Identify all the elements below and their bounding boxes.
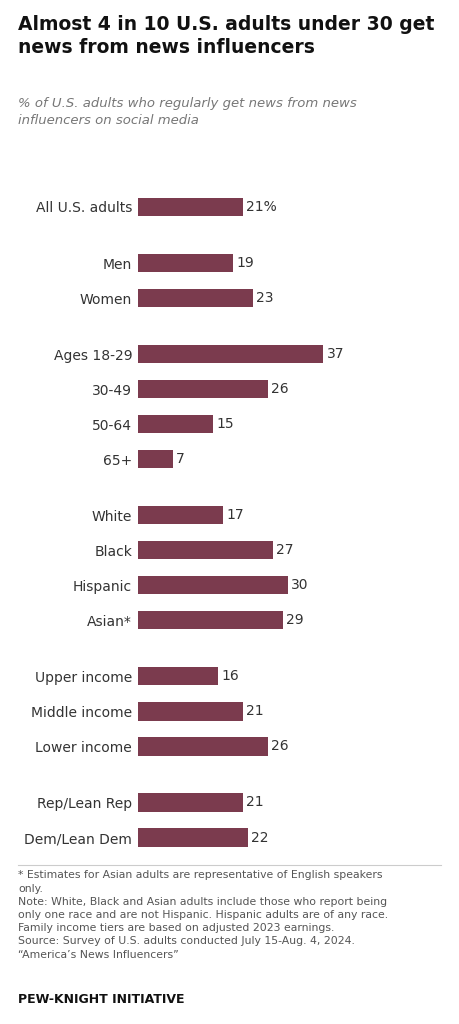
Text: Almost 4 in 10 U.S. adults under 30 get
news from news influencers: Almost 4 in 10 U.S. adults under 30 get … [18, 15, 435, 57]
Text: 7: 7 [176, 453, 185, 466]
Bar [138, 198, 243, 216]
Text: 23: 23 [257, 291, 274, 305]
Text: PEW-KNIGHT INITIATIVE: PEW-KNIGHT INITIATIVE [18, 992, 185, 1006]
Bar [138, 415, 213, 433]
Text: 29: 29 [286, 613, 304, 628]
Bar [138, 380, 268, 398]
Bar [138, 794, 243, 812]
Text: 19: 19 [236, 256, 254, 270]
Bar [138, 254, 233, 272]
Text: 21: 21 [246, 705, 264, 719]
Text: 27: 27 [276, 544, 294, 557]
Text: 26: 26 [271, 382, 289, 396]
Text: 26: 26 [271, 739, 289, 754]
Bar [138, 451, 173, 468]
Bar [138, 668, 218, 685]
Text: 21%: 21% [246, 200, 277, 214]
Text: 37: 37 [326, 347, 344, 361]
Text: * Estimates for Asian adults are representative of English speakers
only.
Note: : * Estimates for Asian adults are represe… [18, 870, 388, 959]
Bar [138, 828, 248, 847]
Text: % of U.S. adults who regularly get news from news
influencers on social media: % of U.S. adults who regularly get news … [18, 97, 357, 127]
Bar [138, 541, 273, 559]
Text: 21: 21 [246, 796, 264, 810]
Bar [138, 289, 253, 307]
Text: 15: 15 [216, 417, 234, 431]
Text: 22: 22 [252, 830, 269, 845]
Text: 30: 30 [291, 579, 309, 592]
Bar [138, 611, 283, 630]
Bar [138, 345, 323, 364]
Text: 17: 17 [226, 508, 244, 522]
Bar [138, 737, 268, 756]
Bar [138, 506, 223, 524]
Bar [138, 702, 243, 721]
Text: 16: 16 [221, 670, 239, 683]
Bar [138, 577, 288, 594]
